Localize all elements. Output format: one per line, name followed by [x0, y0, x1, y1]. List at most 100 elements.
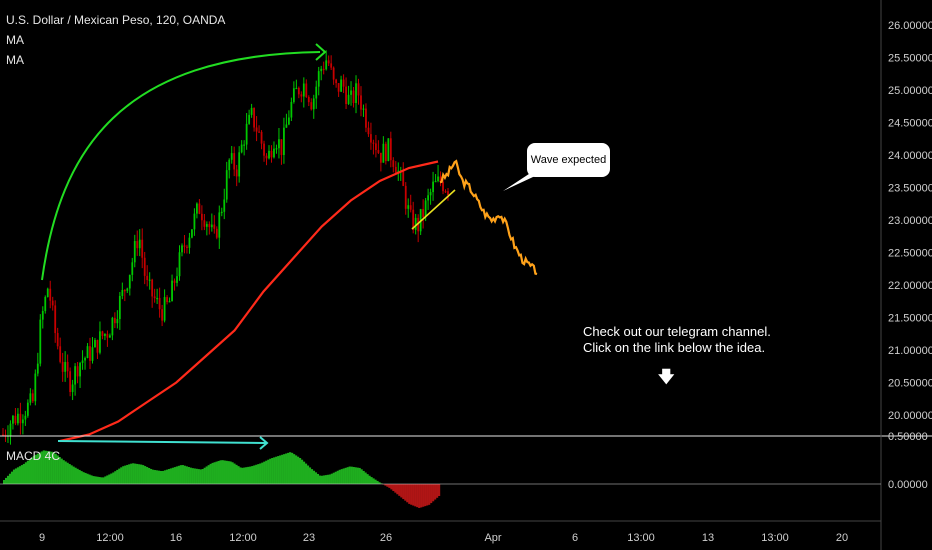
- indicator-ma-2[interactable]: MA: [6, 53, 24, 67]
- candle-body: [432, 181, 434, 193]
- macd-bar: [195, 468, 198, 484]
- time-tick-label: 12:00: [229, 532, 257, 544]
- macd-bar: [96, 476, 99, 484]
- macd-bar: [344, 467, 347, 484]
- candle-body: [141, 239, 144, 258]
- macd-bar: [304, 463, 308, 484]
- macd-bar: [428, 484, 431, 505]
- macd-axis[interactable]: 0.50000 0.00000: [888, 431, 928, 491]
- candle-body: [442, 181, 444, 192]
- macd-bar: [265, 460, 268, 484]
- candle-body: [240, 144, 243, 153]
- candle-body: [290, 101, 293, 118]
- macd-bar: [104, 476, 107, 484]
- macd-bar: [36, 453, 39, 484]
- candle-body: [156, 297, 159, 300]
- candle-body: [44, 296, 47, 311]
- macd-bar: [24, 462, 28, 484]
- candle-body: [29, 393, 32, 403]
- candle-body: [79, 362, 81, 377]
- macd-bar: [308, 467, 312, 484]
- candle-body: [260, 131, 263, 144]
- macd-bar: [271, 458, 274, 484]
- macd-tick-label: 0.00000: [888, 479, 928, 491]
- macd-bar: [398, 484, 401, 496]
- macd-bar: [324, 475, 327, 484]
- candle-body: [278, 139, 280, 149]
- macd-bar: [376, 480, 379, 484]
- candle-body: [377, 150, 380, 153]
- macd-bar: [4, 477, 8, 484]
- candle-body: [71, 384, 74, 393]
- macd-bar: [44, 450, 47, 484]
- macd-bar: [132, 463, 135, 484]
- macd-bar: [396, 484, 399, 495]
- macd-bar: [426, 484, 429, 506]
- candle-body: [305, 83, 308, 97]
- macd-bar: [94, 476, 97, 484]
- macd-bar: [346, 467, 349, 484]
- macd-bar: [235, 464, 238, 484]
- candle-body: [108, 335, 111, 338]
- macd-bar: [328, 474, 331, 484]
- macd-bar: [134, 463, 137, 484]
- macd-bar: [34, 454, 37, 484]
- macd-bar: [223, 460, 226, 484]
- macd-bar: [82, 472, 85, 484]
- candle-body: [307, 96, 310, 103]
- candle-body: [111, 317, 114, 336]
- price-tick-label: 24.50000: [888, 118, 932, 130]
- macd-bar: [283, 454, 286, 484]
- candle-body: [253, 107, 255, 128]
- trendline: [411, 189, 456, 230]
- macd-bar: [239, 467, 242, 484]
- macd-bar: [416, 484, 419, 508]
- candle-body: [340, 79, 343, 92]
- macd-label[interactable]: MACD 4C: [6, 449, 61, 463]
- macd-bar: [259, 463, 262, 484]
- candle-body: [196, 203, 198, 214]
- price-axis[interactable]: 26.00000 25.50000 25.00000 24.50000 24.00000…: [888, 20, 932, 422]
- macd-bar: [38, 452, 41, 484]
- candle-body: [84, 358, 86, 361]
- candle-body: [94, 339, 96, 348]
- macd-bar: [146, 467, 149, 484]
- macd-bar: [370, 477, 373, 484]
- price-tick-label: 25.00000: [888, 85, 932, 97]
- macd-bar: [296, 456, 300, 484]
- macd-bar: [22, 463, 26, 484]
- candle-body: [9, 423, 12, 436]
- candle-body: [64, 361, 67, 372]
- macd-bar: [408, 484, 411, 504]
- macd-bar: [56, 455, 59, 484]
- macd-bar: [261, 462, 264, 484]
- candle-body: [69, 371, 72, 393]
- macd-bar: [378, 482, 381, 484]
- macd-bar: [430, 484, 433, 504]
- candle-body: [74, 366, 76, 385]
- candle-body: [447, 191, 449, 196]
- macd-bar: [187, 466, 190, 484]
- macd-bar: [10, 471, 14, 484]
- moving-average-line: [59, 160, 439, 443]
- macd-bar: [28, 459, 32, 484]
- candle-body: [434, 180, 437, 183]
- time-axis[interactable]: 9 12:00 16 12:00 23 26 Apr 6 13:00 13 13:00 20: [39, 532, 848, 544]
- macd-bar: [165, 469, 169, 484]
- macd-bar: [354, 467, 357, 484]
- candle-body: [365, 108, 367, 128]
- macd-bar: [312, 470, 316, 484]
- macd-bar: [197, 469, 200, 484]
- candle-body: [362, 108, 365, 110]
- macd-bar: [269, 458, 272, 484]
- macd-bar: [275, 456, 278, 484]
- macd-bar: [410, 484, 413, 505]
- candle-body: [203, 220, 206, 227]
- macd-bar: [404, 484, 407, 501]
- macd-bar: [179, 465, 182, 484]
- indicator-ma-1[interactable]: MA: [6, 33, 24, 47]
- macd-bar: [92, 476, 95, 484]
- macd-bar: [76, 468, 79, 484]
- candle-body: [265, 155, 268, 159]
